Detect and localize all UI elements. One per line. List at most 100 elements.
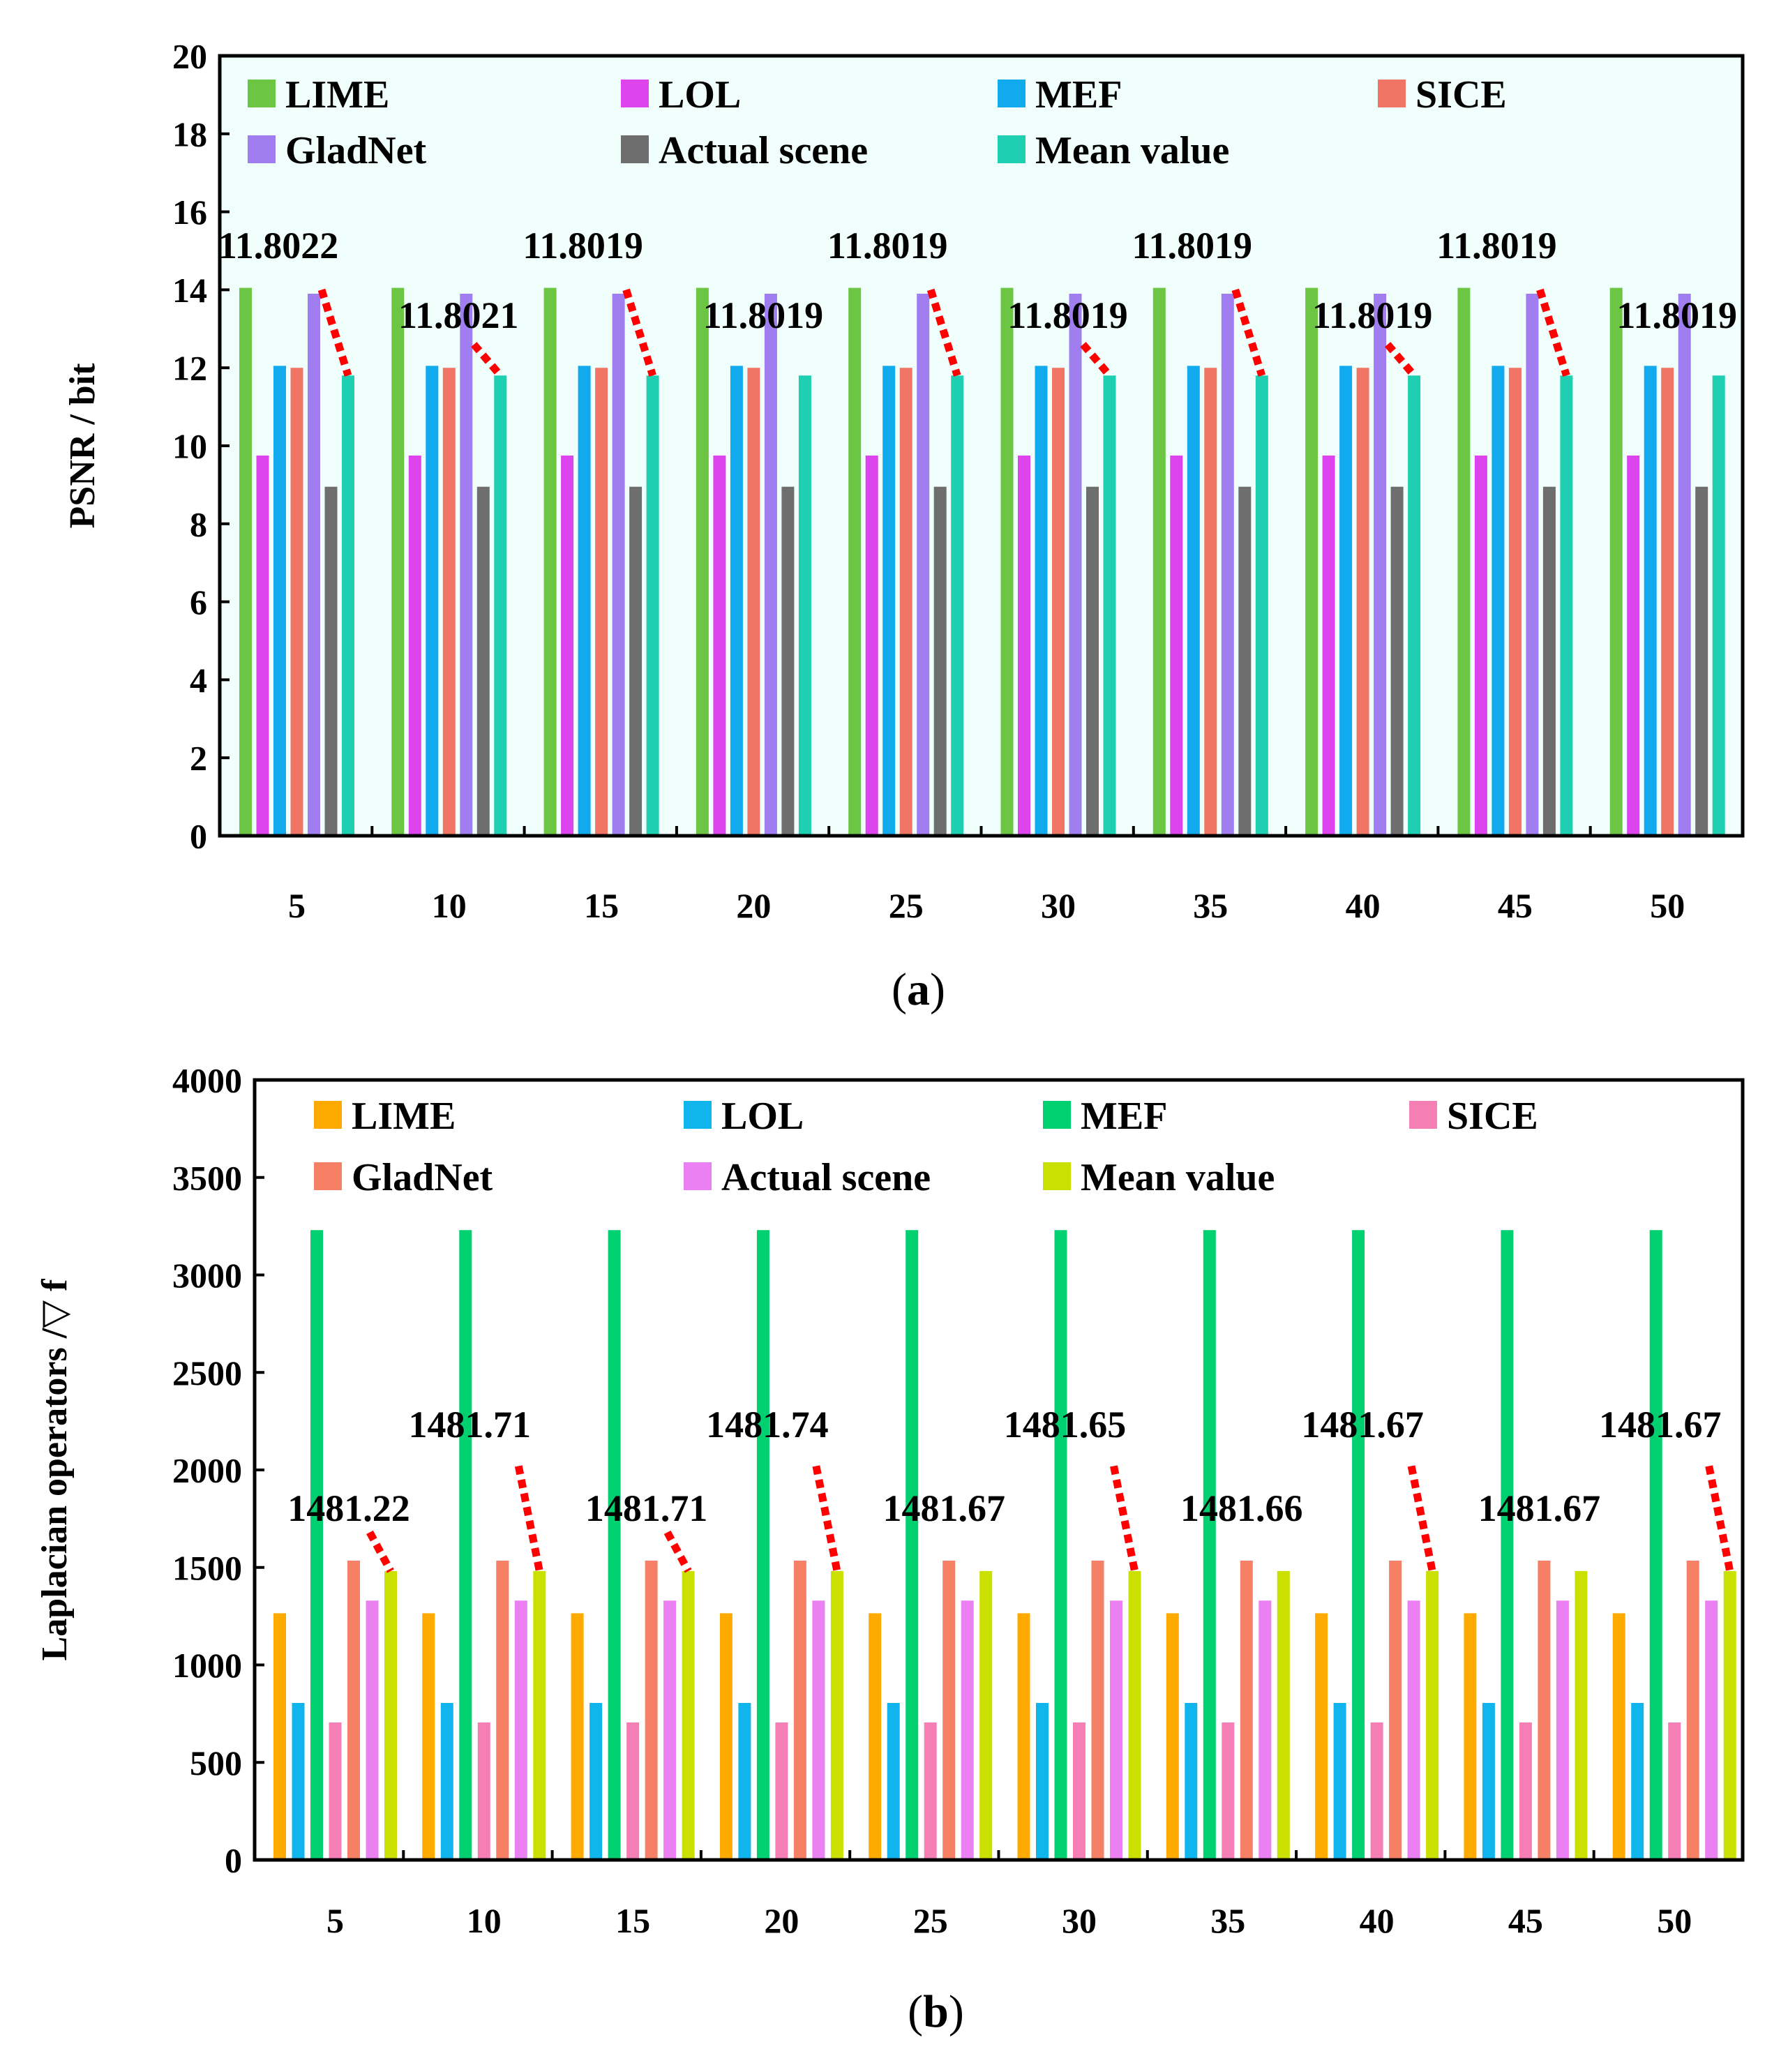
bar-mef-45 bbox=[1492, 366, 1505, 836]
bar-lime-30 bbox=[1017, 1613, 1030, 1860]
bar-mean-value-20 bbox=[798, 375, 811, 836]
bar-lol-25 bbox=[865, 455, 878, 836]
mean-value-annotation: 1481.66 bbox=[1180, 1487, 1303, 1529]
legend-swatch-sice bbox=[1378, 80, 1406, 107]
leader-line bbox=[1384, 342, 1418, 378]
leader-line bbox=[1110, 1465, 1139, 1572]
legend-label: SICE bbox=[1447, 1095, 1538, 1138]
bar-mef-35 bbox=[1187, 366, 1200, 836]
bar-actual-scene-35 bbox=[1238, 486, 1252, 836]
bar-mef-40 bbox=[1352, 1230, 1365, 1860]
bar-gladnet-10 bbox=[460, 293, 473, 836]
legend-label: Actual scene bbox=[721, 1156, 931, 1199]
bar-lol-5 bbox=[292, 1703, 305, 1860]
bar-actual-scene-45 bbox=[1556, 1600, 1569, 1860]
bar-sice-40 bbox=[1370, 1722, 1383, 1860]
y-tick-label: 18 bbox=[172, 114, 207, 153]
y-axis-label: Laplacian operators /▽ f bbox=[35, 1279, 75, 1661]
panel-label-part: b bbox=[923, 1986, 949, 2037]
bar-lol-25 bbox=[887, 1703, 900, 1860]
bar-lime-25 bbox=[869, 1613, 882, 1860]
bar-mean-value-10 bbox=[494, 375, 507, 836]
legend-label: GladNet bbox=[352, 1156, 493, 1199]
bar-actual-scene-15 bbox=[629, 486, 643, 836]
bar-mef-45 bbox=[1501, 1230, 1514, 1860]
bar-mef-25 bbox=[906, 1230, 919, 1860]
bar-lime-35 bbox=[1166, 1613, 1179, 1860]
panel-label-part: a bbox=[907, 964, 930, 1015]
bar-gladnet-20 bbox=[793, 1560, 806, 1860]
bar-mean-value-30 bbox=[1128, 1570, 1141, 1860]
bar-mef-5 bbox=[273, 366, 286, 836]
bar-lime-20 bbox=[696, 287, 709, 836]
bar-lol-40 bbox=[1322, 455, 1335, 836]
bar-mean-value-45 bbox=[1575, 1570, 1588, 1860]
legend-swatch-mean-value bbox=[1043, 1162, 1071, 1190]
legend-swatch-mean-value bbox=[998, 135, 1026, 163]
mean-value-annotation: 11.8019 bbox=[827, 225, 948, 266]
bar-lol-10 bbox=[440, 1703, 453, 1860]
bar-gladnet-25 bbox=[942, 1560, 956, 1860]
bar-sice-15 bbox=[626, 1722, 640, 1860]
bar-lol-40 bbox=[1333, 1703, 1346, 1860]
bar-mef-5 bbox=[310, 1230, 323, 1860]
bar-lol-35 bbox=[1170, 455, 1183, 836]
x-tick-label: 20 bbox=[764, 1901, 799, 1940]
bar-lol-50 bbox=[1627, 455, 1640, 836]
bar-actual-scene-50 bbox=[1705, 1600, 1718, 1860]
bar-gladnet-10 bbox=[496, 1560, 509, 1860]
bar-lime-15 bbox=[571, 1613, 584, 1860]
bar-sice-50 bbox=[1661, 368, 1674, 836]
bar-mean-value-25 bbox=[979, 1570, 993, 1860]
y-tick-label: 8 bbox=[190, 504, 207, 543]
legend-label: LIME bbox=[285, 73, 389, 117]
y-tick-label: 20 bbox=[172, 37, 207, 76]
plot-frame bbox=[218, 54, 1745, 838]
bar-lol-30 bbox=[1036, 1703, 1049, 1860]
mean-value-annotation: 1481.67 bbox=[1599, 1404, 1722, 1446]
y-tick-label: 0 bbox=[225, 1841, 242, 1880]
x-tick-label: 35 bbox=[1210, 1901, 1245, 1940]
x-tick-label: 15 bbox=[584, 886, 619, 925]
bar-actual-scene-10 bbox=[476, 486, 490, 836]
y-tick-label: 6 bbox=[190, 583, 207, 622]
chart-panel-b: 0 500 1000 1500 2000 2500 3000 3500 4000 Laplacia… bbox=[35, 1061, 1745, 2037]
bar-lime-40 bbox=[1315, 1613, 1328, 1860]
bar-mean-value-15 bbox=[682, 1570, 695, 1860]
bar-lol-20 bbox=[738, 1703, 751, 1860]
bar-gladnet-45 bbox=[1526, 293, 1539, 836]
legend-label: LOL bbox=[659, 73, 741, 117]
bar-gladnet-50 bbox=[1686, 1560, 1699, 1860]
mean-value-annotation: 11.8019 bbox=[523, 225, 643, 266]
x-tick-label: 45 bbox=[1508, 1901, 1543, 1940]
bar-mean-value-40 bbox=[1408, 375, 1421, 836]
x-tick-label: 40 bbox=[1346, 886, 1381, 925]
bar-sice-35 bbox=[1222, 1722, 1235, 1860]
bar-gladnet-45 bbox=[1538, 1560, 1551, 1860]
bar-lime-20 bbox=[719, 1613, 733, 1860]
mean-value-annotation: 1481.71 bbox=[409, 1404, 532, 1446]
legend-swatch-gladnet bbox=[314, 1162, 342, 1190]
mean-value-annotation: 11.8022 bbox=[218, 225, 339, 266]
bar-sice-20 bbox=[747, 368, 760, 836]
bar-lime-50 bbox=[1609, 287, 1623, 836]
bar-lime-40 bbox=[1305, 287, 1319, 836]
bar-mean-value-45 bbox=[1560, 375, 1573, 836]
bar-mef-35 bbox=[1203, 1230, 1216, 1860]
plot-background bbox=[220, 56, 1743, 836]
bar-gladnet-25 bbox=[917, 293, 930, 836]
x-tick-label: 5 bbox=[288, 886, 306, 925]
bar-actual-scene-35 bbox=[1259, 1600, 1272, 1860]
mean-value-annotation: 11.8019 bbox=[1132, 225, 1253, 266]
mean-value-annotation: 11.8019 bbox=[703, 294, 824, 336]
bar-mean-value-35 bbox=[1277, 1570, 1290, 1860]
mean-value-annotation: 11.8019 bbox=[1312, 294, 1433, 336]
bar-lol-5 bbox=[256, 455, 269, 836]
leader-line bbox=[1536, 288, 1570, 377]
leader-line bbox=[317, 288, 352, 377]
bar-mean-value-50 bbox=[1712, 375, 1725, 836]
leader-line bbox=[1705, 1465, 1734, 1572]
legend-label: GladNet bbox=[285, 129, 427, 172]
bar-mef-15 bbox=[578, 366, 591, 836]
